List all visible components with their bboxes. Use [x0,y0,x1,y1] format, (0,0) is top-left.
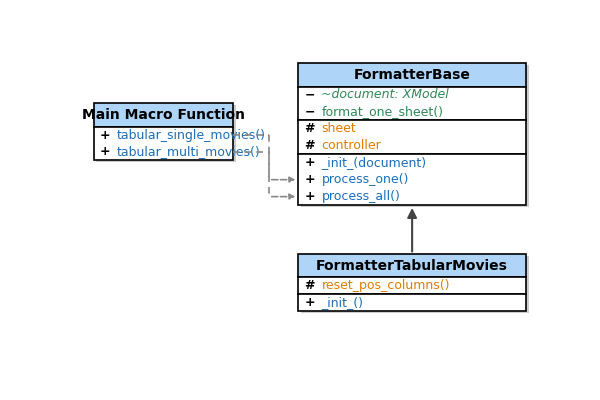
Bar [298,120,526,154]
Text: −: − [305,106,315,118]
Text: format_one_sheet(): format_one_sheet() [322,106,443,118]
Text: ~document: XModel: ~document: XModel [322,88,449,102]
Text: +: + [305,156,315,169]
Text: _init_(): _init_() [322,296,364,309]
Text: sheet: sheet [322,122,356,135]
Bar [301,65,529,207]
Text: process_one(): process_one() [322,173,409,186]
Bar [298,64,526,86]
Text: tabular_single_movies(): tabular_single_movies() [117,128,266,142]
Bar [298,254,526,278]
Text: −: − [305,88,315,102]
Text: reset_pos_columns(): reset_pos_columns() [322,280,450,292]
Text: process_all(): process_all() [322,190,400,203]
Bar [298,154,526,205]
Bar [94,104,233,126]
Text: #: # [305,122,315,135]
Text: +: + [305,296,315,309]
Text: +: + [100,146,110,158]
Bar [97,105,236,162]
Bar [298,86,526,120]
Text: FormatterTabularMovies: FormatterTabularMovies [316,259,508,273]
Bar [94,126,233,160]
Text: #: # [305,280,315,292]
Text: +: + [305,190,315,203]
Text: FormatterBase: FormatterBase [353,68,470,82]
Bar [301,256,529,313]
Bar [298,294,526,311]
Bar [298,278,526,294]
Text: #: # [305,139,315,152]
Text: _init_(document): _init_(document) [322,156,427,169]
Text: tabular_multi_movies(): tabular_multi_movies() [117,146,260,158]
Text: +: + [100,128,110,142]
Text: +: + [305,173,315,186]
Text: controller: controller [322,139,381,152]
Text: Main Macro Function: Main Macro Function [82,108,245,122]
